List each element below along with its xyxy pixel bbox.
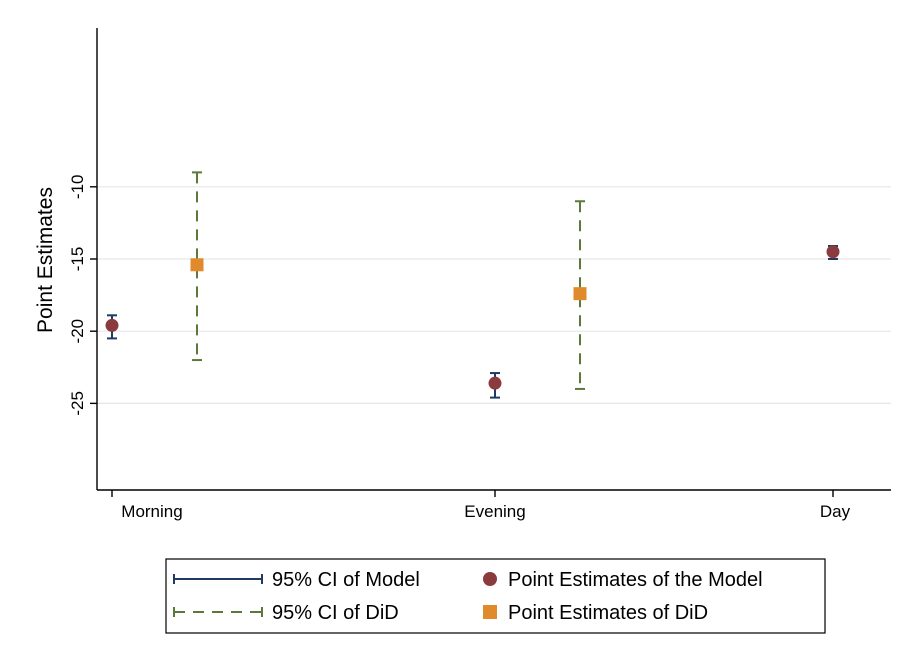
did-ci-morning [192, 171, 202, 362]
legend-label-ci-did: 95% CI of DiD [272, 602, 399, 624]
x-tick-label: Day [820, 502, 851, 521]
legend-item-ci-model: 95% CI of Model [173, 569, 420, 591]
legend-item-ci-did: 95% CI of DiD [173, 602, 399, 624]
did-ci-evening [575, 200, 585, 390]
solid-ci-line-icon [173, 574, 263, 584]
did-point-evening [573, 287, 587, 301]
model-point-day [826, 245, 840, 259]
legend-label-point-model: Point Estimates of the Model [508, 569, 763, 591]
x-tick-label: Evening [464, 502, 525, 521]
square-marker-icon [483, 605, 497, 619]
model-point-morning [105, 318, 119, 332]
confidence-intervals [107, 171, 838, 399]
legend-label-point-did: Point Estimates of DiD [508, 602, 708, 624]
dashed-ci-line-icon [173, 607, 263, 617]
legend: 95% CI of Model Point Estimates of the M… [165, 558, 826, 634]
legend-item-point-did: Point Estimates of DiD [483, 602, 708, 624]
did-point-morning [190, 258, 204, 272]
legend-box [165, 558, 826, 634]
circle-marker-icon [483, 572, 497, 586]
x-ticks: Morning Evening Day [111, 490, 851, 521]
x-tick-label: Morning [121, 502, 182, 521]
y-axis-label: Point Estimates [34, 187, 57, 333]
model-point-evening [488, 376, 502, 390]
y-ticks: -10 -15 -20 -25 [68, 175, 97, 416]
y-tick-label: -25 [68, 391, 87, 416]
grid-lines [97, 186, 891, 404]
y-tick-label: -15 [68, 247, 87, 272]
legend-item-point-model: Point Estimates of the Model [483, 569, 763, 591]
legend-label-ci-model: 95% CI of Model [272, 569, 420, 591]
y-tick-label: -10 [68, 175, 87, 200]
y-tick-label: -20 [68, 319, 87, 344]
point-estimates [105, 245, 840, 390]
